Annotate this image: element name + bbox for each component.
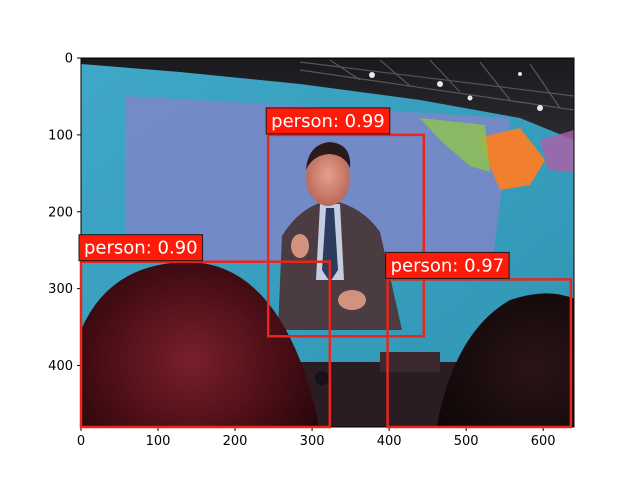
x-tick-label: 600	[531, 434, 556, 449]
x-tick-label: 200	[223, 434, 248, 449]
detection-box	[79, 260, 332, 429]
detection-label-background	[385, 251, 510, 279]
detection-box	[266, 133, 426, 338]
x-tick-label: 500	[454, 434, 479, 449]
y-tick-label: 0	[65, 52, 73, 67]
y-tick-label: 200	[48, 205, 73, 220]
detection-label: person: 0.97	[391, 255, 505, 276]
y-axis: 0 100 200 300 400	[48, 52, 81, 374]
x-tick-label: 400	[377, 434, 402, 449]
x-tick-label: 0	[77, 434, 85, 449]
y-tick-label: 300	[48, 282, 73, 297]
y-tick-label: 400	[48, 359, 73, 374]
detections-layer: person: 0.99 person: 0.90 person: 0.97	[78, 107, 573, 429]
y-tick-label: 100	[48, 128, 73, 143]
detection-label-background	[78, 234, 204, 262]
detection-box	[386, 278, 573, 429]
x-tick-label: 300	[300, 434, 325, 449]
detection-label: person: 0.99	[271, 111, 385, 132]
x-axis: 0 100 200 300 400 500 600	[77, 427, 556, 449]
detection-label-background	[265, 107, 391, 135]
detection-label: person: 0.90	[84, 238, 198, 259]
x-tick-label: 100	[146, 434, 171, 449]
